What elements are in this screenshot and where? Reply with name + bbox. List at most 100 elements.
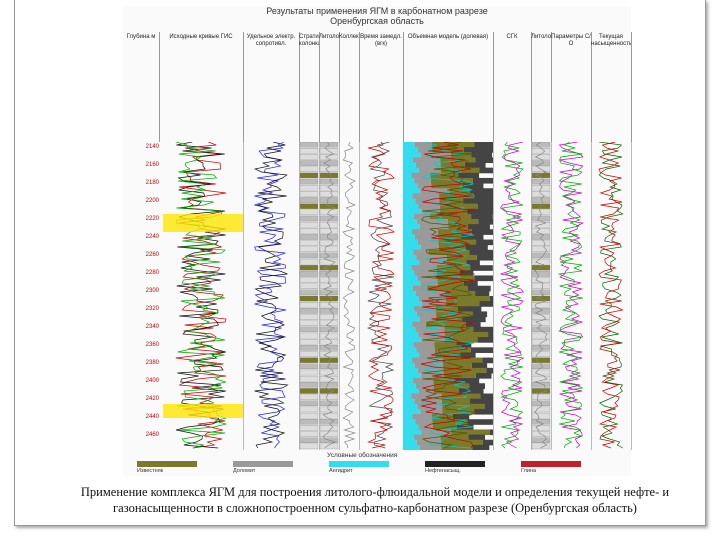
log-curve (367, 142, 396, 449)
lithology-band (417, 403, 443, 410)
lithology-cell (531, 338, 551, 345)
track-header-label: Литология (319, 34, 340, 40)
track-header-label: Коллектор (339, 34, 359, 40)
lithology-band (444, 326, 474, 333)
legend-label: Ангидрит (329, 468, 353, 474)
lithology-band (479, 301, 493, 307)
lithology-band (432, 142, 475, 148)
lithology-band (411, 265, 437, 271)
log-track (339, 142, 360, 450)
lithology-cell (299, 314, 319, 320)
legend-swatch (233, 461, 293, 467)
legend: Условные обозначения Известняк Доломит Анг… (137, 452, 617, 478)
lithology-cell (299, 178, 319, 185)
lithology-band (444, 331, 489, 338)
log-curve (342, 142, 357, 449)
lithology-band (417, 275, 438, 282)
lithology-band (476, 254, 493, 261)
lithology-cell (299, 394, 319, 400)
lithology-band (403, 383, 416, 389)
log-track-plot (403, 142, 493, 450)
lithology-band (419, 352, 436, 359)
lithology-band (413, 213, 430, 220)
lithology-band (443, 367, 487, 374)
lithology-cell (319, 283, 339, 289)
lithology-band (458, 172, 480, 179)
lithology-band (441, 444, 473, 450)
lithology-cell (299, 203, 319, 209)
lithology-band (403, 331, 419, 338)
lithology-band (412, 414, 433, 420)
lithology-cell (319, 382, 339, 388)
lithology-band (432, 147, 464, 153)
lithology-band (417, 239, 439, 246)
lithology-band (439, 198, 464, 205)
log-track-plot (557, 142, 585, 449)
lithology-band (479, 167, 493, 174)
lithology-cell (299, 265, 319, 271)
track-header-label: Параметры С/О (551, 34, 591, 47)
lithology-band (403, 275, 418, 282)
lithology-band (403, 183, 418, 189)
log-curve (322, 142, 336, 449)
lithology-band (403, 249, 414, 256)
lithology-cell (319, 345, 339, 351)
lithology-band (474, 408, 493, 415)
lithology-band (421, 301, 447, 307)
lithology-cell (531, 246, 551, 253)
lithology-band (416, 439, 441, 446)
lithology-band (474, 142, 493, 148)
log-track (551, 142, 592, 450)
lithology-cell (299, 308, 319, 314)
track-header-label: Текущая насыщенность (591, 34, 632, 47)
track-header-label: Глубина м (126, 34, 156, 40)
lithology-band (420, 408, 443, 415)
track-header: Коллектор (339, 32, 360, 142)
lithology-cell (319, 369, 339, 376)
lithology-cell (299, 240, 319, 246)
lithology-cell (319, 197, 339, 203)
depth-label: 2180 (145, 180, 159, 186)
lithology-band (463, 147, 493, 153)
lithology-band (433, 383, 470, 389)
log-curve (420, 142, 475, 449)
lithology-cell (319, 240, 339, 246)
lithology-cell (299, 215, 319, 222)
lithology-band (403, 162, 416, 169)
lithology-cell (299, 406, 319, 413)
lithology-band (471, 213, 493, 220)
lithology-band (436, 316, 463, 323)
lithology-band (403, 326, 416, 333)
log-track-plot (253, 142, 289, 449)
lithology-cell (531, 197, 551, 203)
figure-title-line2: Оренбургская область (330, 16, 424, 26)
lithology-band (403, 239, 418, 246)
lithology-cell (531, 283, 551, 289)
log-track-plot (531, 142, 551, 450)
depth-label: 2320 (145, 306, 159, 312)
lithology-band (403, 373, 421, 379)
log-track (299, 142, 320, 450)
lithology-band (403, 157, 413, 164)
lithology-band (470, 398, 493, 405)
lithology-cell (531, 302, 551, 308)
lithology-band (484, 403, 493, 410)
lithology-band (403, 403, 418, 410)
lithology-band (435, 352, 461, 359)
depth-label: 2400 (145, 378, 159, 384)
lithology-band (472, 311, 488, 318)
lithology-band (411, 357, 443, 364)
lithology-cell (319, 338, 339, 345)
lithology-cell (319, 246, 339, 253)
lithology-band (462, 316, 486, 323)
lithology-cell (319, 191, 339, 197)
lithology-band (403, 408, 421, 415)
log-track-plot (598, 142, 624, 449)
lithology-cell (299, 419, 319, 425)
lithology-band (456, 424, 474, 430)
lithology-band (403, 429, 422, 436)
lithology-band (446, 301, 480, 307)
lithology-band (474, 275, 493, 282)
slide-caption: Применение комплекса ЯГМ для построения … (39, 484, 711, 516)
track-header-label: Стратиграфическая колонка (299, 34, 320, 47)
